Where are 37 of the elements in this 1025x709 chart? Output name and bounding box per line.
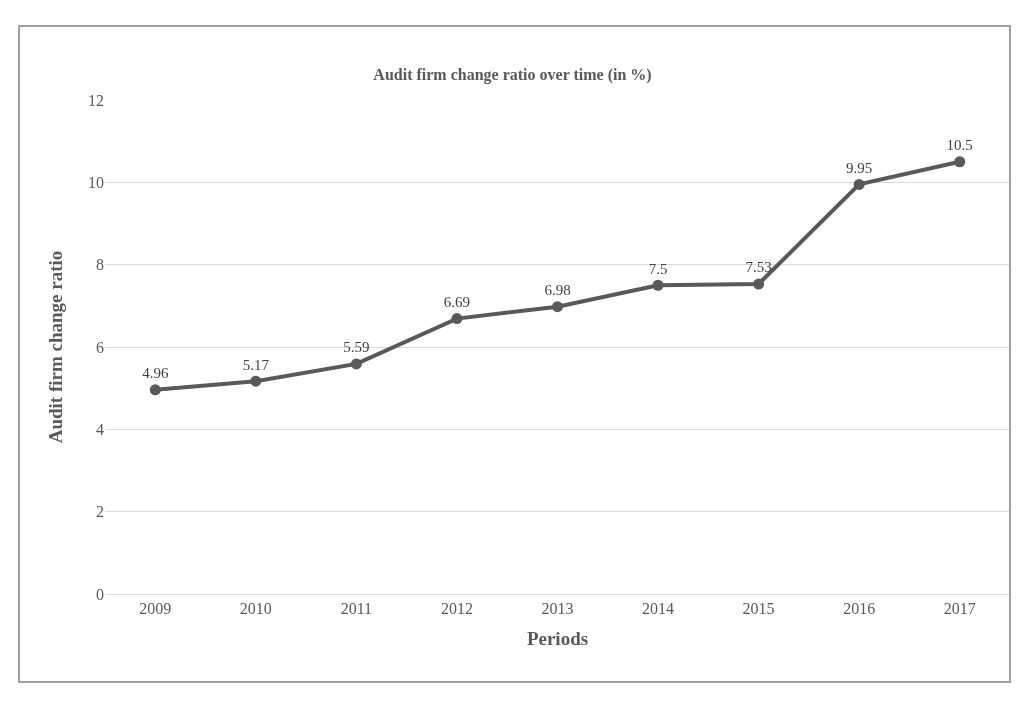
point	[451, 313, 463, 325]
point	[853, 178, 865, 190]
x-tick-label: 2011	[340, 600, 373, 618]
y-tick-label: 0	[96, 585, 104, 603]
y-tick-label: 12	[88, 91, 104, 109]
y-tick-label: 4	[96, 420, 104, 438]
point	[753, 278, 765, 290]
y-tick-label: 8	[96, 256, 104, 274]
data-label: 7.53	[745, 259, 772, 276]
y-tick-label: 6	[96, 338, 104, 356]
x-tick-label: 2016	[843, 600, 876, 618]
point	[149, 384, 161, 396]
x-tick-label: 2017	[943, 600, 976, 618]
y-tick-label: 10	[88, 173, 104, 191]
point	[652, 279, 664, 291]
data-label: 9.95	[846, 159, 873, 176]
point	[350, 358, 362, 370]
data-label: 5.17	[242, 356, 270, 373]
x-tick-label: 2014	[642, 600, 675, 618]
data-label: 7.5	[648, 260, 668, 277]
point	[954, 156, 966, 168]
point	[552, 301, 563, 313]
data-label: 10.5	[946, 137, 973, 154]
y-tick-label: 2	[96, 503, 104, 521]
data-label: 4.96	[142, 365, 169, 382]
y-axis-title: Audit firm change ratio	[44, 250, 66, 444]
point	[250, 375, 262, 387]
x-tick-label: 2009	[139, 600, 172, 618]
x-tick-label: 2013	[541, 600, 574, 618]
data-label: 5.59	[343, 339, 370, 356]
chart-title: Audit firm change ratio over time (in %)	[373, 66, 652, 85]
x-tick-label: 2010	[239, 600, 272, 618]
x-tick-label: 2012	[440, 600, 473, 618]
x-tick-label: 2015	[742, 600, 775, 618]
data-label: 6.69	[443, 293, 471, 310]
x-axis-title: Periods	[526, 628, 589, 649]
data-label: 6.98	[544, 282, 571, 299]
